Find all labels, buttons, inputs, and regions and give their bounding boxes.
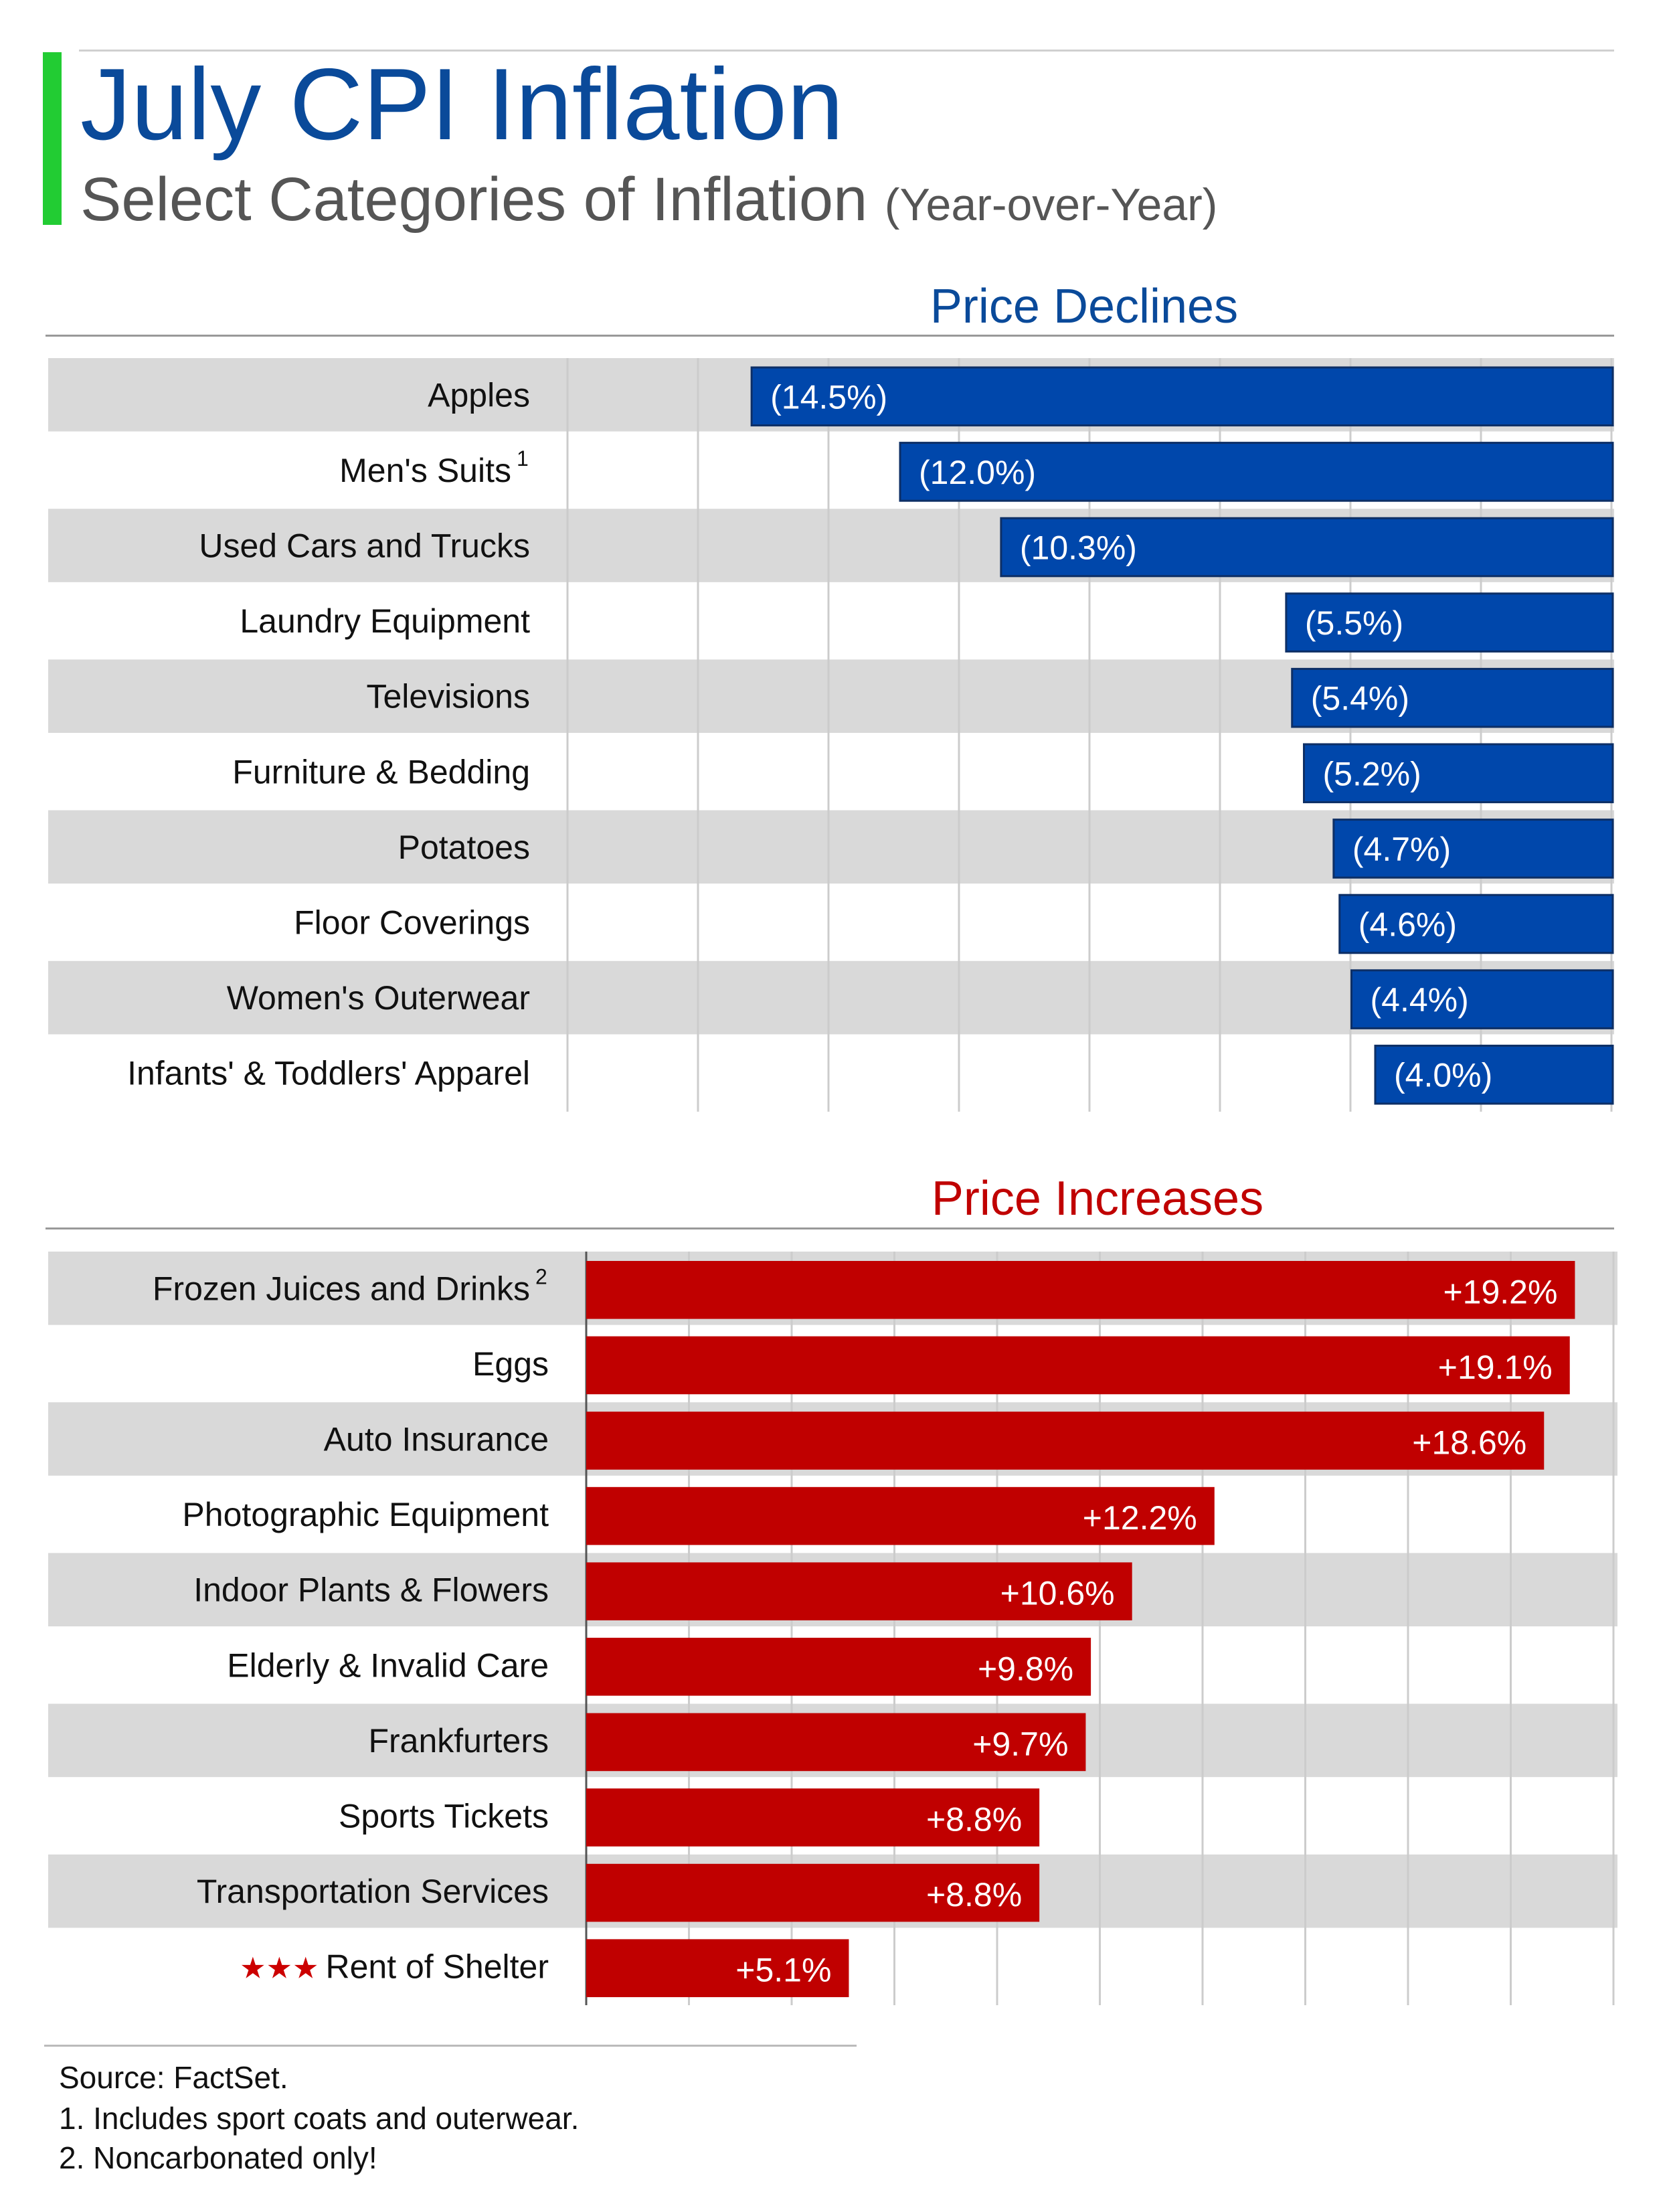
- source-note: Source: FactSet.: [59, 2060, 288, 2095]
- decline-category-label: Furniture & Bedding: [232, 753, 530, 790]
- decline-bar: [1374, 1044, 1614, 1105]
- decline-data-label: (12.0%): [919, 454, 1036, 491]
- decline-bar: [1000, 517, 1614, 578]
- increase-category-label: Rent of Shelter: [325, 1948, 549, 1986]
- increase-data-label: +19.1%: [1438, 1349, 1553, 1386]
- notes-divider: [44, 2045, 857, 2047]
- increase-star-marker: ★★★: [240, 1952, 319, 1985]
- decline-data-label: (5.2%): [1323, 755, 1421, 792]
- decline-category-label: Apples: [428, 376, 530, 414]
- decline-bar: [750, 366, 1614, 427]
- increase-data-label: +18.6%: [1412, 1424, 1526, 1462]
- decline-category-label: Infants' & Toddlers' Apparel: [127, 1055, 530, 1092]
- footnote-2: 2. Noncarbonated only!: [59, 2140, 377, 2175]
- decline-category-label: Potatoes: [398, 829, 530, 866]
- increase-category-label: Eggs: [472, 1345, 549, 1383]
- decline-data-label: (4.7%): [1352, 831, 1451, 868]
- decline-category-label: Floor Coverings: [294, 904, 530, 942]
- decline-bar: [1285, 592, 1614, 653]
- decline-bar: [1332, 819, 1614, 879]
- increase-category-label: Indoor Plants & Flowers: [193, 1571, 549, 1609]
- increase-bar: [586, 1336, 1570, 1395]
- increase-chart-title: Price Increases: [932, 1172, 1263, 1225]
- decline-category-label: Used Cars and Trucks: [199, 527, 530, 565]
- decline-footnote-marker: 1: [517, 446, 529, 471]
- increase-category-label: Elderly & Invalid Care: [227, 1646, 549, 1684]
- decline-data-label: (5.5%): [1305, 604, 1403, 642]
- increase-bar: [586, 1412, 1545, 1470]
- increase-data-label: +5.1%: [735, 1952, 831, 1989]
- title-accent-bar: [43, 52, 62, 225]
- increase-category-label: Frozen Juices and Drinks: [153, 1270, 530, 1307]
- increase-bar: [586, 1939, 849, 1997]
- increase-data-label: +10.6%: [1000, 1575, 1115, 1612]
- decline-bar: [899, 442, 1614, 502]
- increase-bar: [586, 1562, 1132, 1620]
- decline-data-label: (14.5%): [770, 378, 887, 416]
- increase-bar: [586, 1486, 1215, 1545]
- increase-title-rule: [46, 1227, 1614, 1229]
- footnote-1: 1. Includes sport coats and outerwear.: [59, 2101, 580, 2136]
- increase-bar: [586, 1638, 1091, 1696]
- subtitle-text: Select Categories of Inflation: [80, 165, 868, 234]
- decline-title-rule: [46, 335, 1614, 337]
- increase-bar: [586, 1261, 1575, 1319]
- increase-data-label: +19.2%: [1443, 1273, 1557, 1310]
- decline-data-label: (5.4%): [1311, 680, 1409, 717]
- decline-data-label: (4.4%): [1371, 981, 1469, 1019]
- increase-data-label: +8.8%: [926, 1801, 1022, 1839]
- decline-data-label: (4.0%): [1394, 1057, 1492, 1094]
- increase-bar: [586, 1713, 1086, 1772]
- increase-data-label: +9.7%: [972, 1725, 1068, 1763]
- decline-category-label: Women's Outerwear: [227, 979, 530, 1017]
- decline-category-label: Laundry Equipment: [240, 602, 530, 640]
- increase-category-label: Frankfurters: [368, 1722, 549, 1760]
- increase-bar: [586, 1788, 1040, 1847]
- increase-data-label: +12.2%: [1083, 1499, 1197, 1537]
- decline-data-label: (4.6%): [1358, 906, 1457, 944]
- subtitle-period: (Year-over-Year): [884, 179, 1218, 230]
- decline-category-label: Televisions: [366, 678, 530, 715]
- decline-category-label: Men's Suits: [339, 452, 511, 489]
- page-title: July CPI Inflation: [80, 48, 844, 161]
- decline-bar: [1303, 743, 1614, 804]
- decline-data-label: (10.3%): [1020, 529, 1137, 567]
- increase-bar: [586, 1863, 1040, 1922]
- increase-category-label: Photographic Equipment: [182, 1496, 549, 1533]
- decline-bar: [1338, 894, 1614, 954]
- increase-category-label: Auto Insurance: [324, 1421, 549, 1458]
- decline-bar: [1350, 969, 1614, 1029]
- page-subtitle: Select Categories of Inflation (Year-ove…: [80, 169, 1217, 230]
- increase-data-label: +9.8%: [978, 1650, 1073, 1687]
- increase-data-label: +8.8%: [926, 1876, 1022, 1913]
- decline-bar: [1291, 667, 1614, 728]
- increase-category-label: Transportation Services: [197, 1873, 549, 1910]
- increase-category-label: Sports Tickets: [339, 1798, 549, 1835]
- top-divider: [79, 50, 1614, 52]
- decline-chart-title: Price Declines: [930, 280, 1238, 333]
- increase-footnote-marker: 2: [535, 1264, 547, 1288]
